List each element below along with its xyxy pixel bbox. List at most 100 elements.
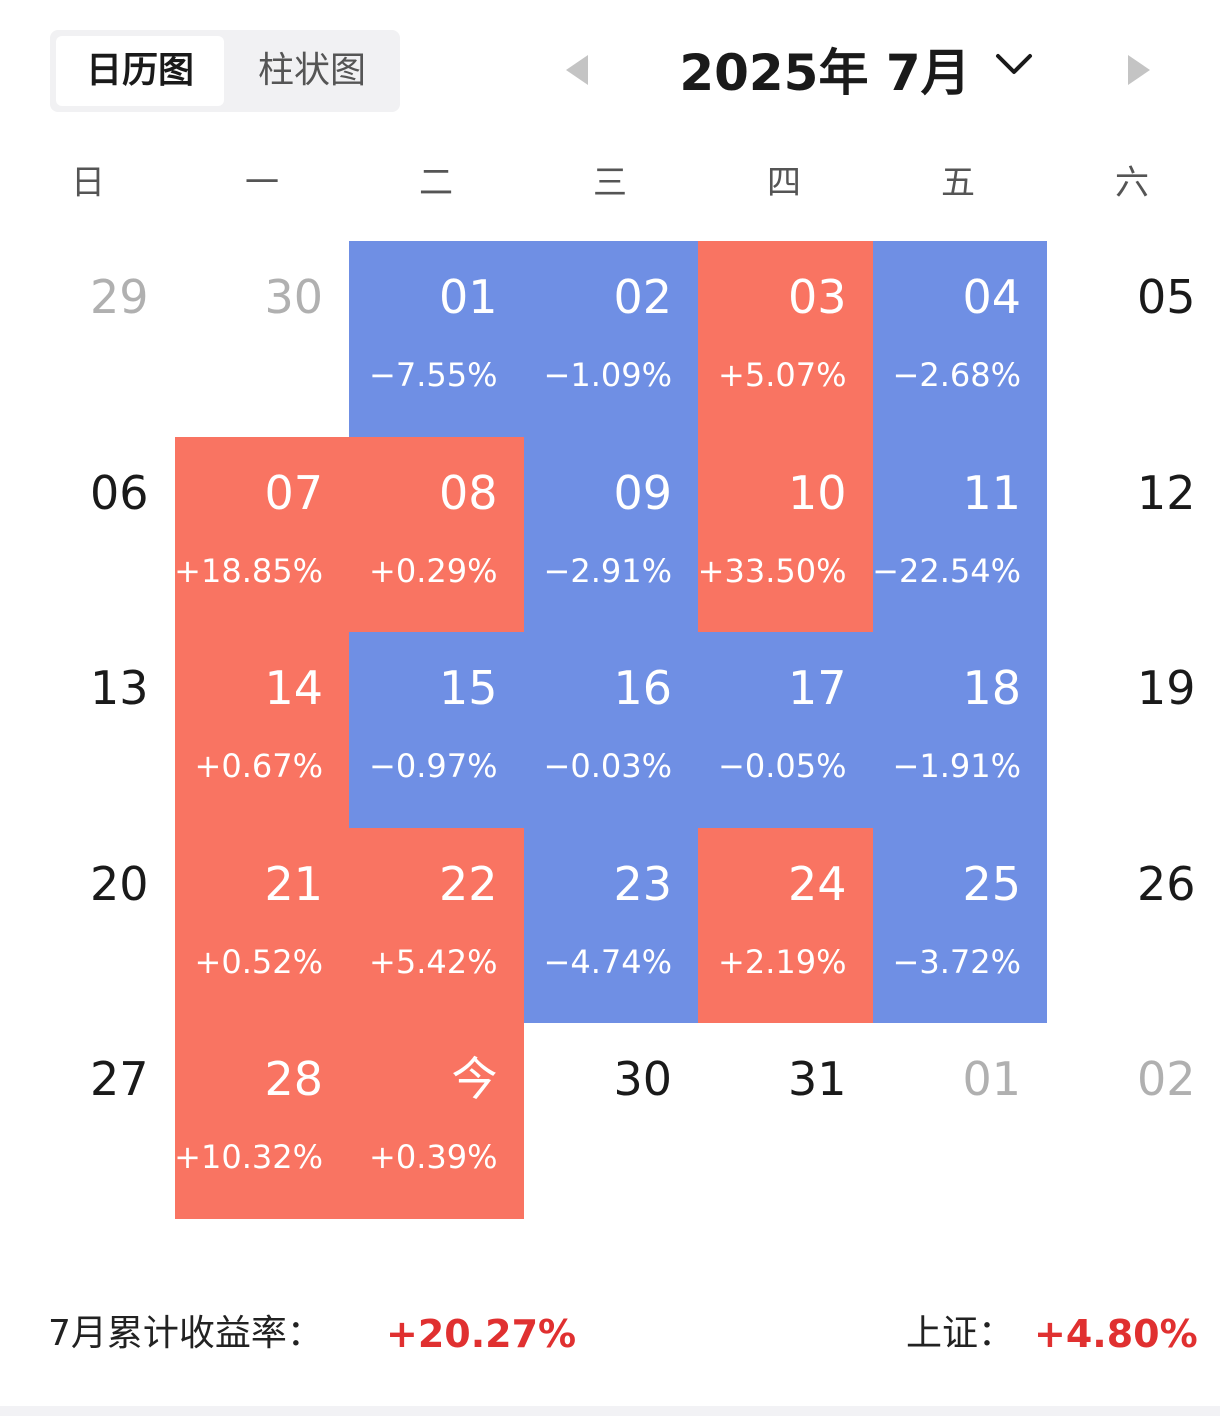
weekday-label: 三 bbox=[593, 163, 627, 203]
tab-bar-chart[interactable]: 柱状图 bbox=[257, 50, 366, 91]
calendar-day-cell[interactable]: 29 bbox=[0, 241, 175, 437]
calendar-day-cell[interactable]: 07 +18.85% bbox=[174, 436, 349, 632]
day-number: 11 bbox=[962, 465, 1021, 520]
day-number: 14 bbox=[264, 661, 323, 715]
monthly-return-value: +20.27% bbox=[386, 1312, 577, 1356]
calendar-grid: 29 30 01 −7.55% 02 −1.09% 03 +5.07% 04 −2.68% 05 06… bbox=[0, 241, 1220, 1221]
calendar-day-cell[interactable]: 14 +0.67% bbox=[174, 632, 349, 828]
calendar-day-cell[interactable]: 18 −1.91% bbox=[872, 632, 1047, 828]
day-number: 01 bbox=[438, 270, 498, 324]
calendar-day-cell[interactable]: 03 +5.07% bbox=[698, 241, 873, 437]
calendar-day-cell[interactable]: 02 bbox=[1047, 1023, 1220, 1219]
calendar-day-cell[interactable]: 02 −1.09% bbox=[523, 241, 698, 437]
weekday-label: 六 bbox=[1115, 163, 1149, 203]
calendar-day-cell[interactable]: 28 +10.32% bbox=[174, 1023, 349, 1219]
day-return-percent: +0.29% bbox=[369, 551, 498, 590]
calendar-day-cell[interactable]: 13 bbox=[0, 632, 175, 828]
day-number: 17 bbox=[787, 661, 847, 715]
calendar-day-cell[interactable]: 15 −0.97% bbox=[349, 632, 524, 828]
calendar-day-cell[interactable]: 05 bbox=[1047, 241, 1220, 437]
bottom-divider bbox=[0, 1406, 1220, 1416]
calendar-day-cell[interactable]: 24 +2.19% bbox=[698, 827, 873, 1023]
weekday-label: 二 bbox=[419, 163, 453, 203]
calendar-day-cell[interactable]: 09 −2.91% bbox=[523, 436, 698, 632]
calendar-day-cell[interactable]: 27 bbox=[0, 1023, 175, 1219]
calendar-day-cell[interactable]: 12 bbox=[1047, 437, 1220, 633]
day-number: 18 bbox=[962, 661, 1021, 715]
day-number: 30 bbox=[613, 1052, 672, 1106]
day-return-percent: −4.74% bbox=[543, 942, 672, 981]
tab-calendar[interactable]: 日历图 bbox=[56, 36, 224, 106]
calendar-day-cell[interactable]: 11 −22.54% bbox=[872, 436, 1047, 632]
day-return-percent: −0.97% bbox=[369, 747, 498, 785]
day-return-percent: −2.68% bbox=[892, 356, 1021, 394]
calendar-day-cell[interactable]: 16 −0.03% bbox=[523, 632, 698, 828]
summary-bar: 7月累计收益率： +20.27% 上证： +4.80% bbox=[0, 1300, 1220, 1370]
day-number: 13 bbox=[89, 661, 149, 715]
day-return-percent: −0.03% bbox=[543, 747, 672, 785]
calendar-day-cell[interactable]: 19 bbox=[1047, 632, 1220, 828]
calendar-day-cell[interactable]: 08 +0.29% bbox=[349, 436, 524, 632]
day-number: 20 bbox=[89, 856, 149, 911]
calendar-day-cell[interactable]: 今 +0.39% bbox=[349, 1023, 524, 1219]
calendar-day-cell[interactable]: 23 −4.74% bbox=[523, 827, 698, 1023]
day-return-percent: −7.55% bbox=[369, 356, 498, 394]
calendar-day-cell[interactable]: 17 −0.05% bbox=[698, 632, 873, 828]
day-number: 25 bbox=[962, 856, 1021, 911]
day-number: 02 bbox=[613, 270, 672, 324]
day-number: 16 bbox=[613, 661, 672, 715]
day-return-percent: +5.42% bbox=[369, 942, 498, 981]
day-return-percent: +18.85% bbox=[174, 551, 323, 590]
day-return-percent: −1.09% bbox=[543, 356, 672, 394]
triangle-left-icon[interactable] bbox=[566, 55, 588, 85]
calendar-day-cell[interactable]: 06 bbox=[0, 437, 175, 633]
day-return-percent: −1.91% bbox=[892, 747, 1021, 785]
day-return-percent: +0.52% bbox=[194, 942, 323, 981]
triangle-right-icon[interactable] bbox=[1128, 55, 1150, 85]
day-number: 21 bbox=[264, 856, 323, 911]
month-title[interactable]: 2025年 7月 bbox=[679, 44, 971, 102]
index-value: +4.80% bbox=[1034, 1312, 1198, 1356]
weekday-header: 日 一 二 三 四 五 六 bbox=[0, 158, 1220, 208]
index-label: 上证： bbox=[906, 1313, 1015, 1354]
calendar-day-cell[interactable]: 30 bbox=[524, 1023, 699, 1219]
day-return-percent: −0.05% bbox=[718, 747, 847, 785]
day-number: 23 bbox=[613, 856, 672, 911]
day-return-percent: +33.50% bbox=[697, 551, 847, 590]
calendar-day-cell[interactable]: 26 bbox=[1047, 828, 1220, 1024]
day-number: 02 bbox=[1136, 1052, 1196, 1106]
day-number: 06 bbox=[89, 465, 149, 520]
chevron-down-icon[interactable] bbox=[994, 44, 1034, 84]
monthly-return-label: 7月累计收益率： bbox=[48, 1313, 323, 1354]
weekday-label: 四 bbox=[767, 163, 801, 203]
weekday-label: 一 bbox=[245, 163, 279, 203]
day-number: 15 bbox=[438, 661, 498, 715]
calendar-day-cell[interactable]: 04 −2.68% bbox=[872, 241, 1047, 437]
calendar-day-cell[interactable]: 01 bbox=[873, 1023, 1048, 1219]
day-number: 28 bbox=[264, 1052, 323, 1106]
weekday-label: 日 bbox=[71, 163, 105, 203]
calendar-day-cell[interactable]: 21 +0.52% bbox=[174, 827, 349, 1023]
day-number: 27 bbox=[89, 1052, 149, 1106]
day-number: 08 bbox=[438, 465, 498, 520]
day-number: 01 bbox=[962, 1052, 1021, 1106]
day-number: 10 bbox=[787, 465, 847, 520]
calendar-day-cell[interactable]: 31 bbox=[698, 1023, 873, 1219]
calendar-day-cell[interactable]: 30 bbox=[175, 241, 350, 437]
day-number: 29 bbox=[89, 270, 149, 324]
day-number: 09 bbox=[613, 465, 672, 520]
calendar-day-cell[interactable]: 25 −3.72% bbox=[872, 827, 1047, 1023]
calendar-day-cell[interactable]: 20 bbox=[0, 828, 175, 1024]
day-number: 31 bbox=[787, 1052, 847, 1106]
day-number: 04 bbox=[962, 270, 1021, 324]
day-number: 19 bbox=[1136, 661, 1196, 715]
calendar-day-cell[interactable]: 10 +33.50% bbox=[697, 436, 873, 632]
day-return-percent: +0.39% bbox=[369, 1138, 498, 1176]
calendar-day-cell[interactable]: 22 +5.42% bbox=[349, 827, 524, 1023]
view-switcher: 日历图 柱状图 bbox=[50, 30, 400, 112]
day-number: 12 bbox=[1136, 465, 1196, 520]
calendar-day-cell[interactable]: 01 −7.55% bbox=[349, 241, 524, 437]
day-return-percent: +0.67% bbox=[194, 747, 323, 785]
day-return-percent: −22.54% bbox=[872, 551, 1021, 590]
day-number: 03 bbox=[787, 270, 847, 324]
